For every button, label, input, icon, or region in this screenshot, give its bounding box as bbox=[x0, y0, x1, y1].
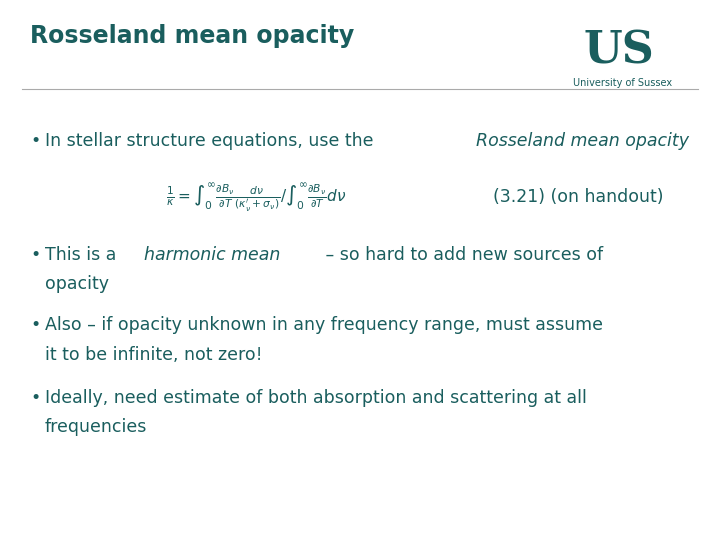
Text: frequencies: frequencies bbox=[45, 418, 147, 436]
Text: US: US bbox=[584, 30, 654, 73]
Text: This is a: This is a bbox=[45, 246, 122, 264]
Text: •: • bbox=[30, 132, 40, 150]
Text: •: • bbox=[30, 389, 40, 407]
Text: it to be infinite, not zero!: it to be infinite, not zero! bbox=[45, 346, 262, 363]
Text: Rosseland mean opacity: Rosseland mean opacity bbox=[30, 24, 354, 48]
Text: opacity: opacity bbox=[45, 275, 109, 293]
Text: •: • bbox=[30, 316, 40, 334]
Text: University of Sussex: University of Sussex bbox=[573, 78, 672, 89]
Text: Ideally, need estimate of both absorption and scattering at all: Ideally, need estimate of both absorptio… bbox=[45, 389, 587, 407]
Text: In stellar structure equations, use the: In stellar structure equations, use the bbox=[45, 132, 379, 150]
Text: harmonic mean: harmonic mean bbox=[144, 246, 280, 264]
Text: $\frac{1}{\kappa} = \int_0^{\infty} \frac{\partial B_\nu}{\partial T} \frac{d\nu: $\frac{1}{\kappa} = \int_0^{\infty} \fra… bbox=[166, 180, 346, 214]
Text: Rosseland mean opacity: Rosseland mean opacity bbox=[476, 132, 688, 150]
Text: – so hard to add new sources of: – so hard to add new sources of bbox=[320, 246, 603, 264]
Text: Also – if opacity unknown in any frequency range, must assume: Also – if opacity unknown in any frequen… bbox=[45, 316, 603, 334]
Text: (3.21) (on handout): (3.21) (on handout) bbox=[493, 188, 664, 206]
Text: •: • bbox=[30, 246, 40, 264]
